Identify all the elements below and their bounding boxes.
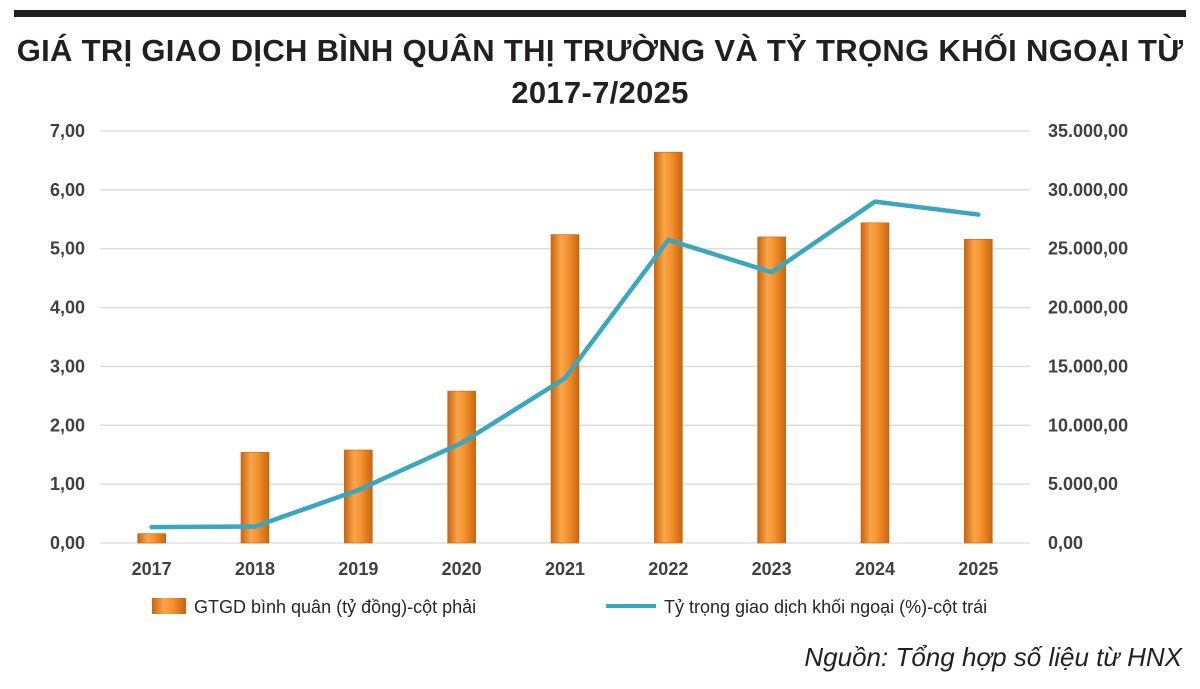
bar: [240, 452, 270, 544]
legend-item-line: Tỷ trọng giao dịch khối ngoại (%)-cột tr…: [606, 597, 987, 617]
chart-title: GIÁ TRỊ GIAO DỊCH BÌNH QUÂN THỊ TRƯỜNG V…: [0, 30, 1200, 114]
x-axis: 2017 2018 2019 2020 2021 2022 2023 2024 2025: [132, 559, 999, 579]
bar: [757, 236, 786, 544]
y-right-tick-label: 0,00: [1048, 533, 1083, 553]
y-left-tick-label: 6,00: [50, 180, 85, 200]
title-line-1: GIÁ TRỊ GIAO DỊCH BÌNH QUÂN THỊ TRƯỜNG V…: [16, 33, 1184, 68]
x-tick-label: 2017: [132, 559, 172, 579]
bar: [550, 234, 580, 544]
bar-series: [137, 151, 993, 544]
y-right-tick-label: 30.000,00: [1048, 180, 1128, 200]
legend-line-label: Tỷ trọng giao dịch khối ngoại (%)-cột tr…: [664, 597, 987, 617]
y-left-tick-label: 5,00: [50, 239, 85, 259]
bar: [447, 390, 476, 544]
top-rule: [14, 10, 1186, 17]
y-axis-right: 0,00 5.000,00 10.000,00 15.000,00 20.000,00 2…: [1048, 121, 1128, 553]
line-series: [149, 199, 981, 530]
x-tick-label: 2018: [235, 559, 275, 579]
y-left-tick-label: 0,00: [50, 533, 85, 553]
x-tick-label: 2020: [442, 559, 482, 579]
y-right-tick-label: 35.000,00: [1048, 121, 1128, 141]
y-right-tick-label: 25.000,00: [1048, 239, 1128, 259]
y-left-tick-label: 3,00: [50, 356, 85, 376]
x-tick-label: 2023: [752, 559, 792, 579]
x-tick-label: 2022: [648, 559, 688, 579]
y-right-tick-label: 5.000,00: [1048, 474, 1118, 494]
y-left-tick-label: 2,00: [50, 415, 85, 435]
legend: GTGD bình quân (tỷ đồng)-cột phải Tỷ trọ…: [152, 597, 987, 617]
y-right-tick-label: 20.000,00: [1048, 298, 1128, 318]
title-line-2: 2017-7/2025: [511, 75, 689, 110]
y-axis-left: 0,00 1,00 2,00 3,00 4,00 5,00 6,00 7,00: [50, 121, 85, 553]
bar: [654, 151, 683, 544]
y-right-tick-label: 15.000,00: [1048, 356, 1128, 376]
legend-item-bar: GTGD bình quân (tỷ đồng)-cột phải: [152, 597, 476, 617]
bar: [137, 533, 166, 544]
x-tick-label: 2019: [338, 559, 378, 579]
bar: [860, 222, 890, 544]
y-right-tick-label: 10.000,00: [1048, 415, 1128, 435]
legend-bar-label: GTGD bình quân (tỷ đồng)-cột phải: [194, 597, 476, 617]
bar: [964, 238, 993, 544]
x-tick-label: 2021: [545, 559, 585, 579]
bar: [344, 449, 373, 544]
y-left-tick-label: 1,00: [50, 474, 85, 494]
source-note: Nguồn: Tổng hợp số liệu từ HNX: [804, 642, 1182, 672]
legend-bar-swatch: [152, 598, 186, 614]
x-tick-label: 2025: [958, 559, 998, 579]
x-tick-label: 2024: [855, 559, 895, 579]
y-left-tick-label: 4,00: [50, 298, 85, 318]
y-left-tick-label: 7,00: [50, 121, 85, 141]
